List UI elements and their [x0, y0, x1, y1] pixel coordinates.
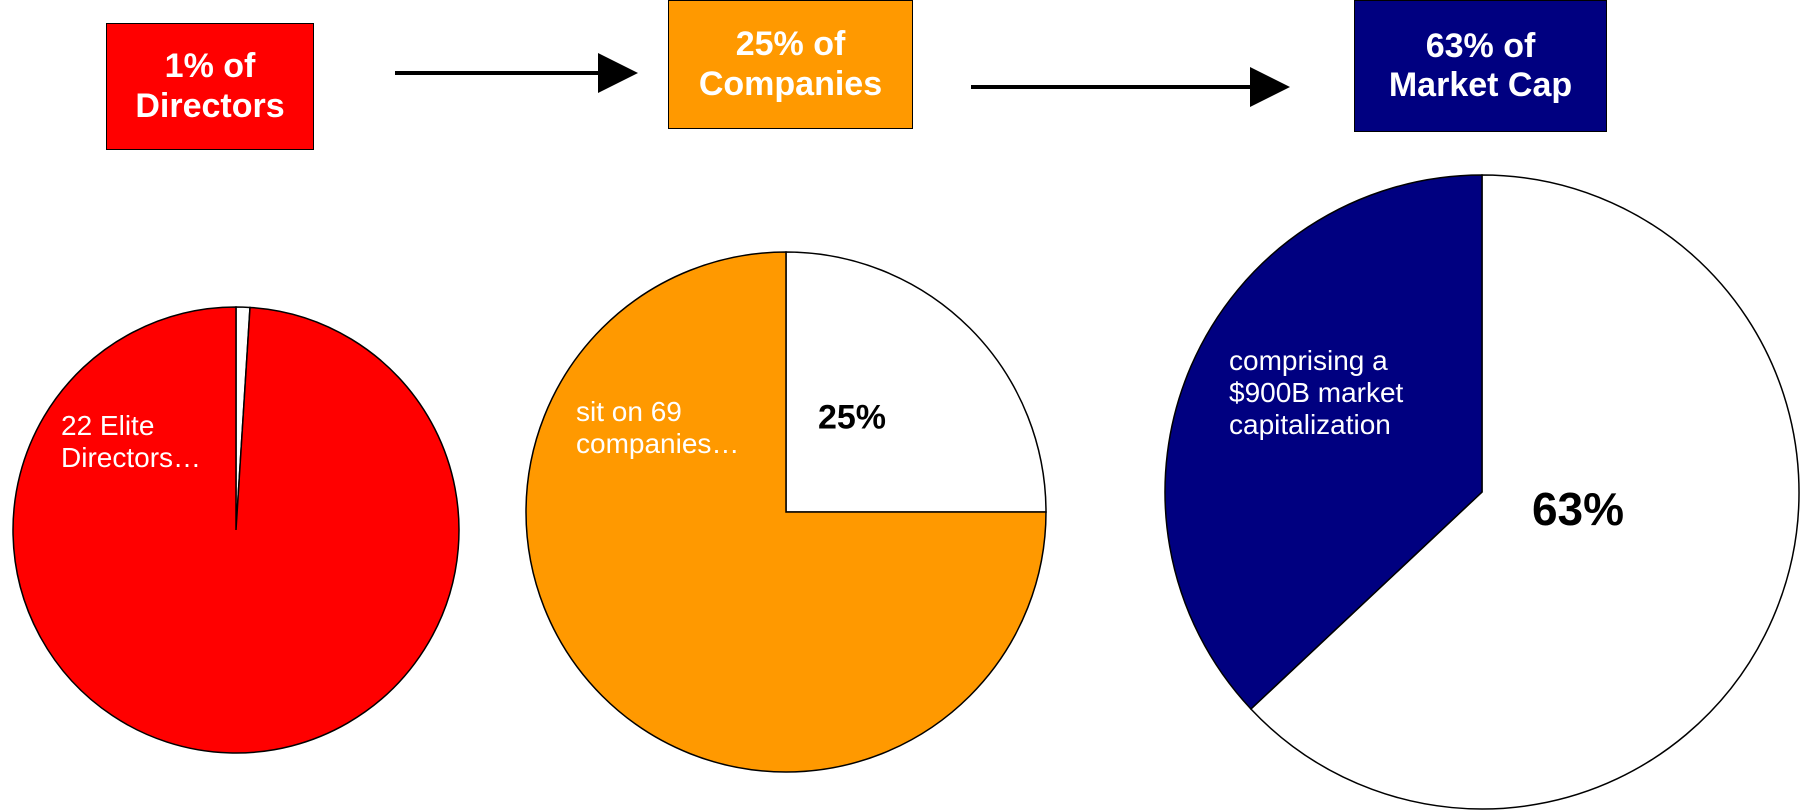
annotation: sit on 69 companies… [576, 396, 740, 460]
title-box: 1% of Directors [106, 23, 314, 150]
value-label: 63% [1531, 483, 1625, 535]
pie-slice [525, 251, 1047, 773]
pie-slice [1249, 174, 1800, 810]
value-label: 25% [817, 398, 887, 437]
annotation: 22 Elite Directors… [61, 410, 202, 474]
title-box: 63% of Market Cap [1354, 0, 1607, 132]
pie-slice [785, 251, 1047, 513]
title-box: 25% of Companies [668, 0, 913, 129]
annotation: comprising a $900B market capitalization [1229, 345, 1404, 441]
pie-slice [12, 306, 460, 754]
pie-slice [1164, 174, 1483, 711]
